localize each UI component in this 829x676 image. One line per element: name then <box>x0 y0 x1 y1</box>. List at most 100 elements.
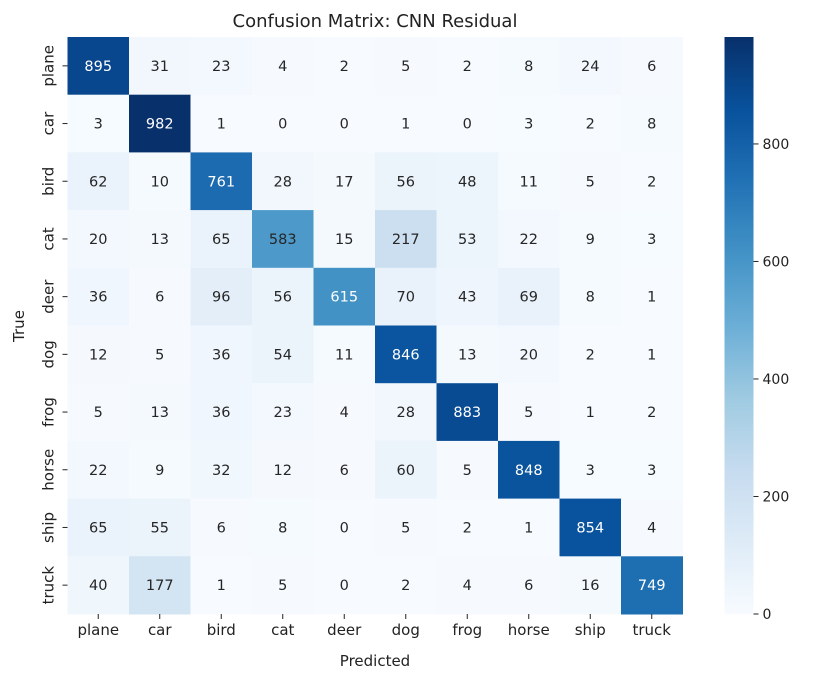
cell-value-label: 28 <box>397 405 415 421</box>
cell-value-label: 2 <box>463 59 472 75</box>
cell-value-label: 3 <box>647 232 656 248</box>
heatmap-cell-ship-bird <box>190 498 253 557</box>
cell-value-label: 6 <box>340 463 349 479</box>
heatmap-cell-deer-deer <box>313 267 376 326</box>
cell-value-label: 69 <box>520 290 538 306</box>
cell-value-label: 982 <box>146 117 174 133</box>
heatmap-cell-truck-bird <box>190 556 253 615</box>
heatmap-cell-dog-plane <box>67 325 130 384</box>
heatmap-cell-bird-cat <box>252 152 314 211</box>
cell-value-label: 854 <box>576 520 604 536</box>
heatmap-cell-frog-horse <box>498 383 560 442</box>
cell-value-label: 96 <box>212 290 230 306</box>
heatmap-cell-bird-frog <box>436 152 499 211</box>
cell-value-label: 9 <box>586 232 595 248</box>
heatmap-cell-horse-frog <box>436 440 499 500</box>
heatmap-cell-truck-deer <box>313 556 376 615</box>
heatmap-cell-deer-truck <box>621 267 683 326</box>
heatmap-cell-bird-dog <box>375 152 437 211</box>
heatmap-cell-dog-frog <box>436 325 499 384</box>
cell-value-label: 4 <box>463 578 472 594</box>
heatmap-cell-cat-plane <box>67 210 130 269</box>
heatmap-cell-horse-ship <box>559 440 622 500</box>
cell-value-label: 1 <box>217 578 226 594</box>
heatmap-cell-ship-deer <box>313 498 376 557</box>
x-axis: plane car bird cat deer dog frog horse ship truck <box>77 614 671 639</box>
heatmap-cell-car-truck <box>621 94 683 153</box>
y-tick-label-truck: truck <box>40 566 58 605</box>
y-tick-label-dog: dog <box>40 340 58 368</box>
heatmap-cell-frog-ship <box>559 383 622 442</box>
heatmap-cell-plane-frog <box>436 37 499 96</box>
cell-value-label: 2 <box>586 117 595 133</box>
cell-value-label: 12 <box>274 463 292 479</box>
cell-value-label: 20 <box>520 347 538 363</box>
heatmap-cell-bird-truck <box>621 152 683 211</box>
cell-value-label: 31 <box>151 59 169 75</box>
cell-value-label: 62 <box>89 174 107 190</box>
cell-value-label: 6 <box>647 59 656 75</box>
x-tick-label-ship: ship <box>575 621 606 639</box>
cell-value-label: 3 <box>94 117 103 133</box>
cell-value-label: 9 <box>155 463 164 479</box>
heatmap-cell-horse-cat <box>252 440 314 500</box>
cell-value-label: 17 <box>335 174 353 190</box>
x-tick-label-cat: cat <box>271 621 294 639</box>
cell-value-label: 23 <box>212 59 230 75</box>
heatmap-cell-car-frog <box>436 94 499 153</box>
cell-value-label: 583 <box>269 232 297 248</box>
heatmap-cell-ship-truck <box>621 498 683 557</box>
heatmap-cell-ship-plane <box>67 498 130 557</box>
cell-value-label: 0 <box>463 117 472 133</box>
cell-value-label: 53 <box>458 232 476 248</box>
heatmap-cell-dog-truck <box>621 325 683 384</box>
heatmap-cell-cat-cat <box>252 210 314 269</box>
heatmap-cell-bird-deer <box>313 152 376 211</box>
heatmap-cell-cat-horse <box>498 210 560 269</box>
heatmap-cell-car-dog <box>375 94 437 153</box>
y-tick-label-cat: cat <box>40 227 58 250</box>
cell-value-label: 65 <box>212 232 230 248</box>
heatmap-cell-plane-deer <box>313 37 376 96</box>
heatmap-cell-ship-cat <box>252 498 314 557</box>
colorbar-gradient <box>724 37 754 614</box>
heatmap-cell-car-cat <box>252 94 314 153</box>
heatmap-cell-horse-car <box>129 440 191 500</box>
colorbar-tick-label: 200 <box>763 489 790 505</box>
chart-title: Confusion Matrix: CNN Residual <box>233 11 518 32</box>
heatmap-cell-deer-horse <box>498 267 560 326</box>
heatmap-cell-ship-horse <box>498 498 560 557</box>
cell-value-label: 1 <box>647 347 656 363</box>
cell-value-label: 848 <box>515 463 543 479</box>
heatmap-cell-deer-car <box>129 267 191 326</box>
cell-value-label: 2 <box>340 59 349 75</box>
heatmap-cell-truck-ship <box>559 556 622 615</box>
heatmap-cell-horse-plane <box>67 440 130 500</box>
cell-value-label: 5 <box>463 463 472 479</box>
heatmap-cell-deer-cat <box>252 267 314 326</box>
cell-value-label: 5 <box>586 174 595 190</box>
x-tick-label-plane: plane <box>77 621 119 639</box>
colorbar-tick-label: 600 <box>763 254 790 270</box>
cell-value-label: 177 <box>146 578 174 594</box>
cell-value-label: 8 <box>647 117 656 133</box>
heatmap-cell-car-bird <box>190 94 253 153</box>
cell-value-label: 6 <box>217 520 226 536</box>
heatmap-cell-horse-dog <box>375 440 437 500</box>
x-tick-label-dog: dog <box>392 621 420 639</box>
cell-value-label: 1 <box>647 290 656 306</box>
heatmap-cell-plane-car <box>129 37 191 96</box>
cell-value-label: 28 <box>274 174 292 190</box>
cell-value-label: 0 <box>340 117 349 133</box>
cell-value-label: 22 <box>520 232 538 248</box>
cell-value-label: 70 <box>397 290 415 306</box>
cell-value-label: 0 <box>340 520 349 536</box>
cell-value-label: 16 <box>581 578 599 594</box>
cell-value-label: 3 <box>647 463 656 479</box>
heatmap-cell-plane-truck <box>621 37 683 96</box>
colorbar-tick-label: 800 <box>763 137 790 153</box>
heatmap-cell-ship-ship <box>559 498 622 557</box>
heatmap-cell-dog-ship <box>559 325 622 384</box>
cell-value-label: 2 <box>401 578 410 594</box>
cell-value-label: 1 <box>524 520 533 536</box>
